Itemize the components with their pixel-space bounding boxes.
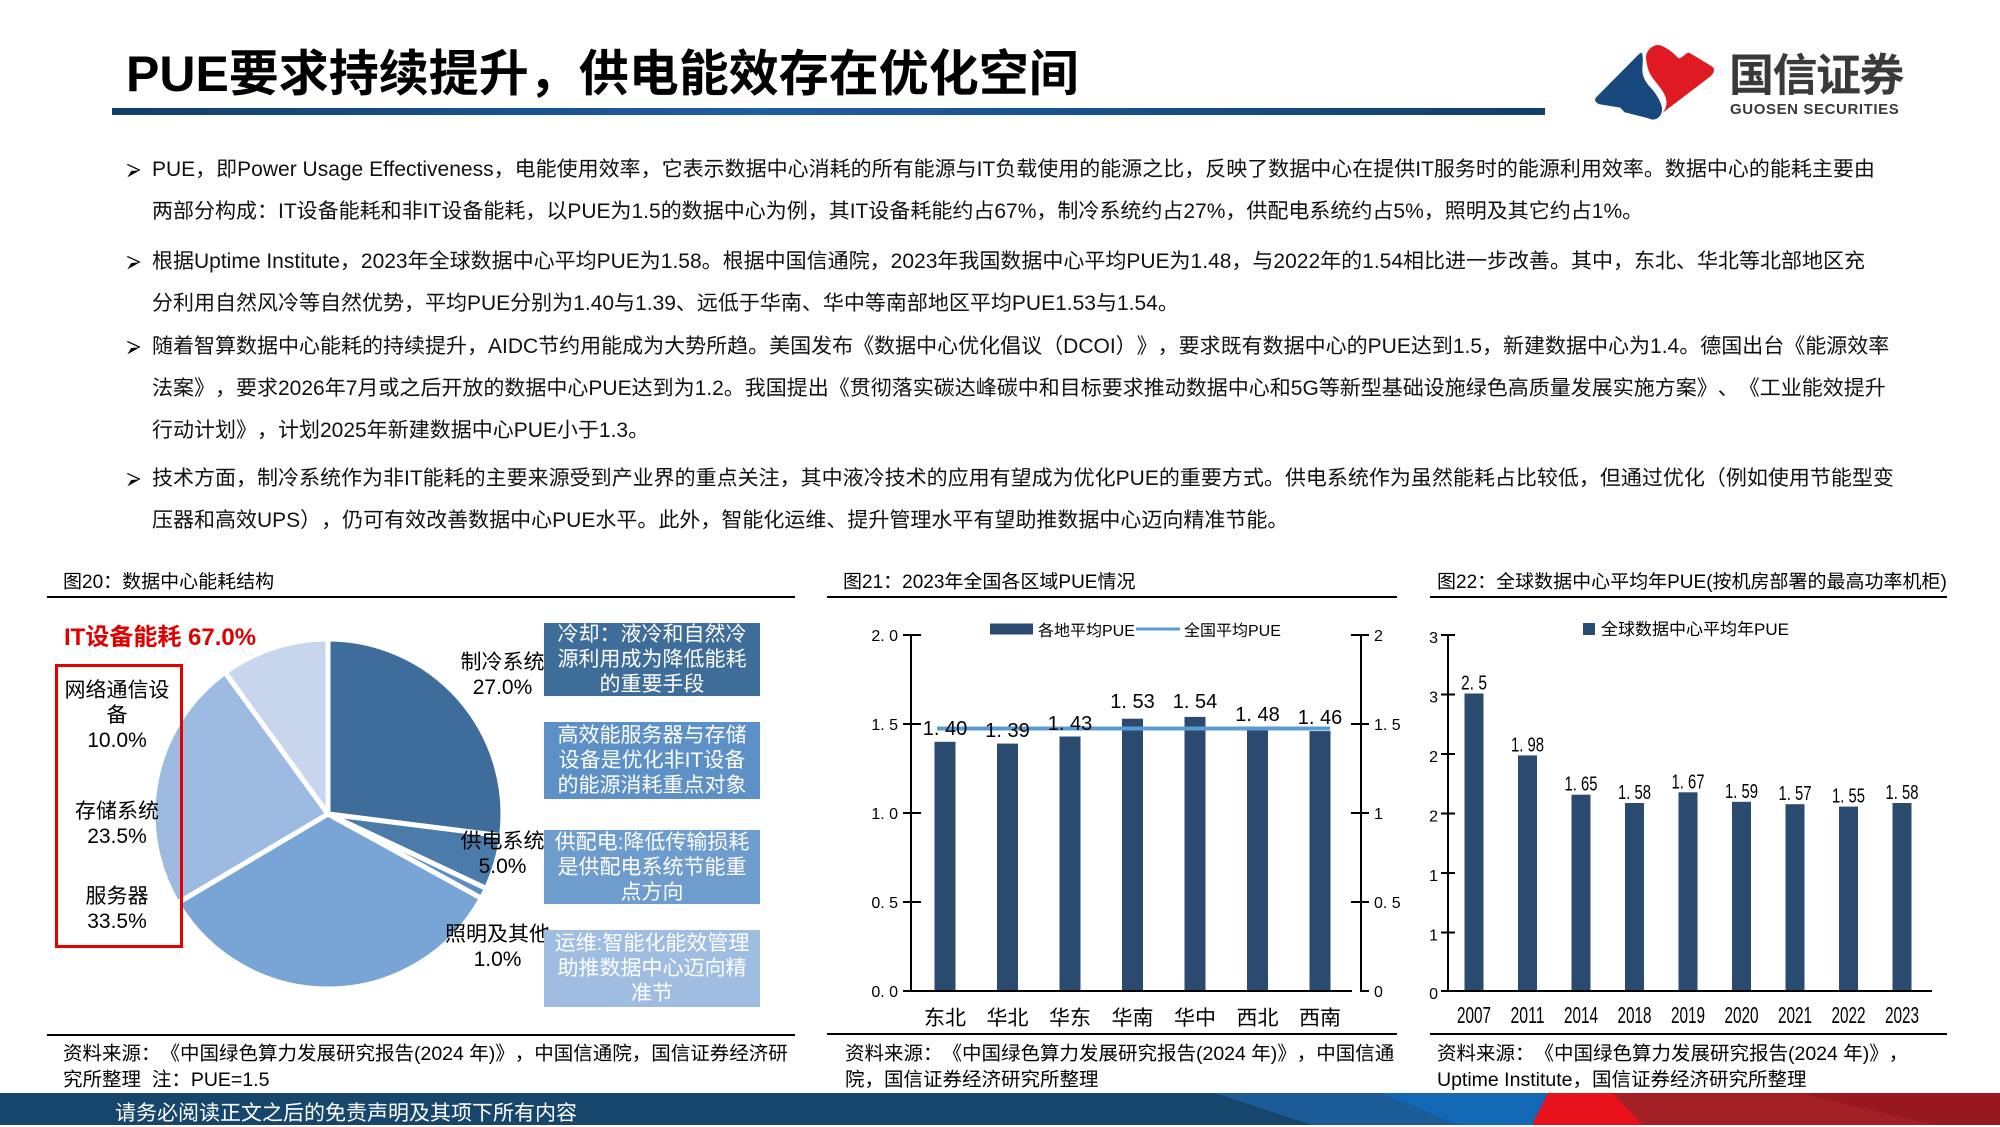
svg-text:东北: 东北	[924, 1007, 966, 1030]
svg-text:1. 59: 1. 59	[1725, 781, 1758, 803]
svg-text:华南: 华南	[1112, 1007, 1154, 1030]
svg-text:2018: 2018	[1618, 1002, 1652, 1028]
svg-text:1. 53: 1. 53	[1110, 691, 1154, 713]
svg-text:1. 5: 1. 5	[1374, 717, 1401, 734]
svg-text:2: 2	[1374, 628, 1383, 645]
svg-text:全球数据中心平均年PUE: 全球数据中心平均年PUE	[1601, 620, 1789, 639]
svg-text:2011: 2011	[1511, 1002, 1545, 1028]
svg-text:1. 46: 1. 46	[1298, 707, 1342, 729]
svg-text:2022: 2022	[1832, 1002, 1866, 1028]
svg-text:2014: 2014	[1564, 1002, 1598, 1028]
svg-text:西北: 西北	[1237, 1007, 1279, 1030]
svg-text:1. 40: 1. 40	[923, 718, 967, 740]
svg-text:1. 0: 1. 0	[871, 806, 898, 823]
svg-text:1. 58: 1. 58	[1886, 782, 1919, 804]
svg-text:0: 0	[1429, 986, 1438, 1003]
svg-text:1. 65: 1. 65	[1565, 774, 1598, 796]
svg-text:西南: 西南	[1299, 1007, 1341, 1030]
svg-text:全国平均PUE: 全国平均PUE	[1184, 622, 1281, 640]
svg-text:0. 0: 0. 0	[871, 984, 898, 1001]
svg-text:1: 1	[1429, 868, 1438, 885]
svg-text:1. 57: 1. 57	[1779, 783, 1812, 805]
svg-text:2. 0: 2. 0	[871, 628, 898, 645]
svg-text:2: 2	[1429, 809, 1438, 826]
svg-text:各地平均PUE: 各地平均PUE	[1038, 622, 1135, 640]
svg-text:3: 3	[1429, 690, 1438, 707]
svg-text:0: 0	[1374, 984, 1383, 1001]
svg-text:2: 2	[1429, 749, 1438, 766]
svg-text:1. 48: 1. 48	[1235, 704, 1279, 726]
svg-text:华中: 华中	[1174, 1007, 1216, 1030]
svg-text:0. 5: 0. 5	[871, 895, 898, 912]
svg-text:华东: 华东	[1049, 1007, 1091, 1030]
svg-text:2020: 2020	[1725, 1002, 1759, 1028]
svg-text:1: 1	[1429, 928, 1438, 945]
svg-text:2. 5: 2. 5	[1461, 673, 1487, 695]
svg-text:2019: 2019	[1671, 1002, 1705, 1028]
svg-text:1. 55: 1. 55	[1832, 786, 1865, 808]
svg-text:1. 54: 1. 54	[1173, 691, 1217, 713]
svg-text:华北: 华北	[987, 1007, 1029, 1030]
svg-text:1: 1	[1374, 806, 1383, 823]
svg-text:1. 5: 1. 5	[871, 717, 898, 734]
svg-text:1. 98: 1. 98	[1511, 734, 1544, 756]
svg-text:1. 43: 1. 43	[1048, 713, 1092, 735]
svg-text:1. 39: 1. 39	[985, 720, 1029, 742]
svg-text:0. 5: 0. 5	[1374, 895, 1401, 912]
svg-text:3: 3	[1429, 630, 1438, 647]
svg-text:1. 67: 1. 67	[1672, 771, 1705, 793]
svg-text:2021: 2021	[1778, 1002, 1812, 1028]
svg-text:1. 58: 1. 58	[1618, 782, 1651, 804]
svg-text:2007: 2007	[1457, 1002, 1491, 1028]
svg-text:2023: 2023	[1885, 1002, 1919, 1028]
